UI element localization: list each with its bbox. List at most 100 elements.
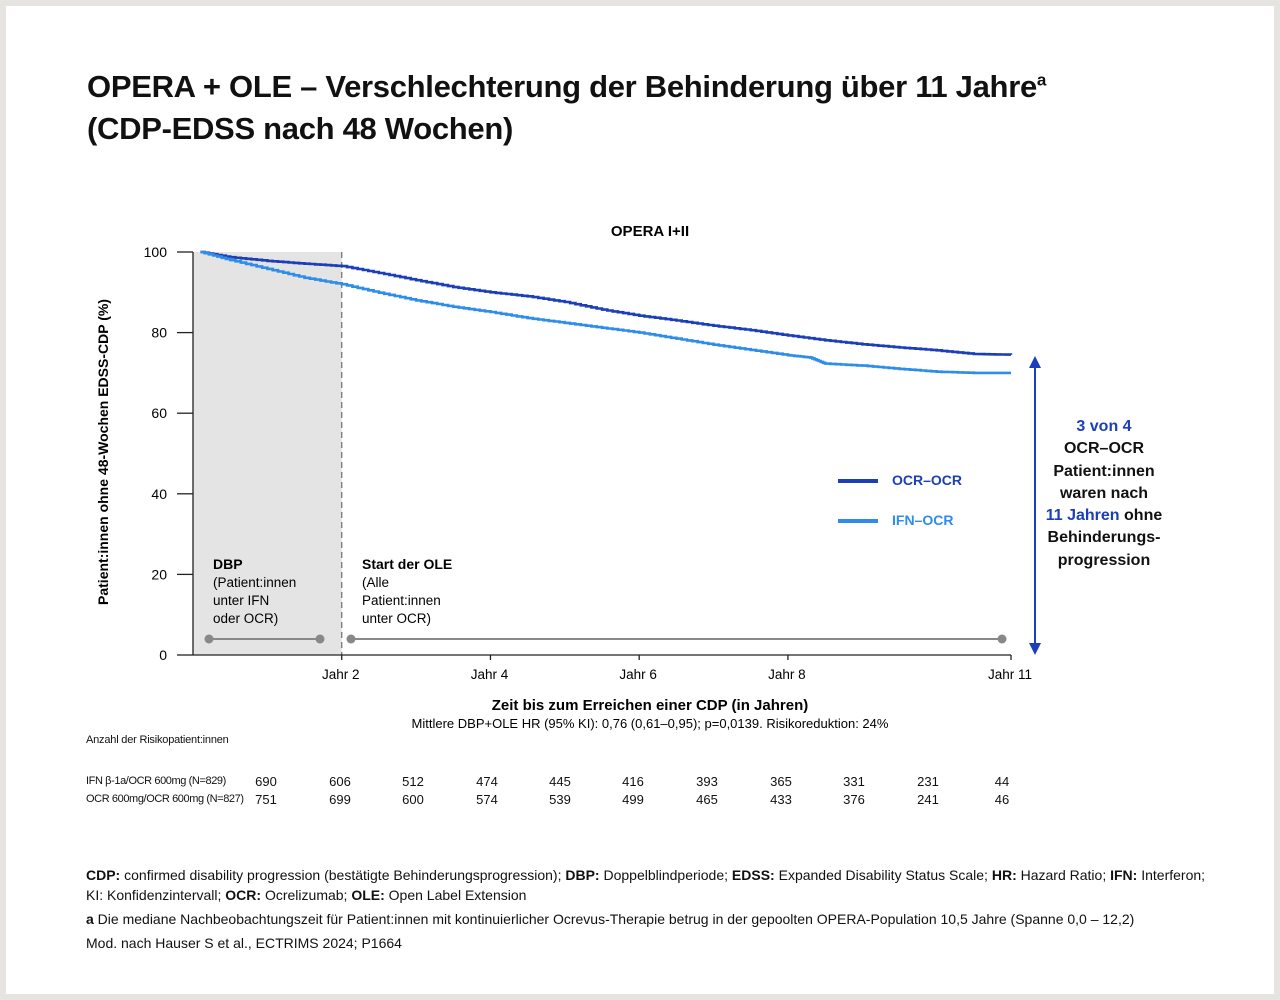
abbr-text: Open Label Extension [384,887,527,903]
ole-annotation-line: Patient:innen [362,593,441,608]
callout-line: Patient:innen [1053,462,1155,480]
series-line-ocr-ocr [200,250,1013,356]
axes: 0 20 40 60 80 100 Jahr 2 Jahr 4 Jahr 6 Jahr 8 Jahr… [144,244,1032,682]
y-tick-label: 0 [159,647,167,663]
dbp-annotation-title: DBP [213,556,243,572]
footnote-mark: a [86,911,94,927]
ole-timeline-start-dot [346,634,356,644]
callout-text: 3 von 4 OCR–OCR Patient:innen waren nach… [1040,416,1168,572]
ole-timeline-end-dot [997,634,1007,644]
risk-table-cell: 539 [549,792,571,807]
ole-annotation-title: Start der OLE [362,556,452,572]
x-tick-label: Jahr 8 [768,667,806,682]
callout-highlight: 11 Jahren [1045,507,1120,525]
ole-annotation-line: (Alle [362,575,389,590]
footer-source: Mod. nach Hauser S et al., ECTRIMS 2024;… [86,935,402,951]
risk-table-cell: 376 [843,792,865,807]
dbp-timeline-end-dot [315,634,325,644]
risk-table-cell: 512 [402,774,424,789]
risk-table-cell: 574 [476,792,498,807]
x-tick-label: Jahr 2 [322,667,360,682]
abbr-term: HR: [991,867,1017,883]
risk-table-cell: 465 [696,792,718,807]
legend-label-ocr-ocr: OCR–OCR [892,472,962,488]
footnote-text: Die mediane Nachbeobachtungszeit für Pat… [93,911,1135,927]
abbr-text: Expanded Disability Status Scale; [774,867,992,883]
risk-table-cell: 751 [255,792,277,807]
dbp-shaded-region [193,252,342,655]
risk-table-cell: 699 [329,792,351,807]
callout-text-fragment: ohne [1119,507,1163,525]
risk-table-cell: 241 [917,792,939,807]
difference-arrow [1029,356,1041,655]
risk-table-cell: 445 [549,774,571,789]
title-footnote-mark: a [1036,70,1047,90]
dbp-annotation-line: (Patient:innen [213,575,296,590]
ole-annotation-line: unter OCR) [362,611,431,626]
risk-table-cell: 46 [994,792,1010,807]
callout-line: waren nach [1059,484,1149,502]
page-title: OPERA + OLE – Verschlechterung der Behin… [87,66,1207,150]
abbr-text: Doppelblindperiode; [599,867,732,883]
risk-table-cell: 416 [622,774,644,789]
title-line1: OPERA + OLE – Verschlechterung der Behin… [87,69,1037,104]
callout-line: progression [1057,551,1151,569]
abbr-term: DBP: [565,867,600,883]
series-line-ifn-ocr [200,250,1011,375]
risk-table-title: Anzahl der Risikopatient:innen [86,734,229,746]
title-line2: (CDP-EDSS nach 48 Wochen) [87,111,514,146]
risk-table-cell: 499 [622,792,644,807]
y-tick-label: 40 [151,486,167,502]
risk-table-cell: 365 [770,774,792,789]
callout-line: 11 Jahren ohne [1040,505,1168,527]
risk-table-cell: 433 [770,792,792,807]
abbr-term: IFN: [1110,867,1138,883]
abbr-text: Hazard Ratio; [1016,867,1111,883]
callout-line: Behinderungs- [1047,529,1161,547]
risk-table-cell: 474 [476,774,498,789]
abbr-text: Ocrelizumab; [261,887,352,903]
y-tick-label: 80 [151,325,167,341]
callout-line: 3 von 4 [1076,418,1132,435]
ole-annotation: Start der OLE (Alle Patient:innen unter … [362,556,452,626]
abbr-term: CDP: [86,867,121,883]
hazard-ratio-note: Mittlere DBP+OLE HR (95% KI): 0,76 (0,61… [412,716,889,731]
callout-line: OCR–OCR [1063,440,1144,458]
risk-table-cell: 600 [402,792,424,807]
risk-table-cell: 331 [843,774,865,789]
risk-row-label-ocr: OCR 600mg/OCR 600mg (N=827) [86,793,244,805]
risk-table-cell: 690 [255,774,277,789]
risk-table-cell: 393 [696,774,718,789]
y-tick-label: 60 [151,405,167,421]
dbp-annotation-line: unter IFN [213,593,269,608]
risk-table-cell: 44 [994,774,1010,789]
footer-abbreviations: CDP: confirmed disability progression (b… [86,865,1216,905]
difference-arrow-head-bottom [1029,643,1041,655]
footer-note: a Die mediane Nachbeobachtungszeit für P… [86,909,1216,929]
x-tick-label: Jahr 6 [619,667,657,682]
abbr-text: Interferon; KI: Konfidenzintervall; [86,867,1206,903]
x-tick-label: Jahr 11 [988,667,1032,682]
abbr-term: EDSS: [731,867,775,883]
dbp-annotation: DBP (Patient:innen unter IFN oder OCR) [213,556,296,626]
x-tick-label: Jahr 4 [471,667,509,682]
chart-title: OPERA I+II [611,223,689,240]
difference-arrow-head-top [1029,356,1041,368]
risk-table-cell: 606 [329,774,351,789]
dbp-timeline-start-dot [204,634,214,644]
risk-row-label-ifn: IFN β-1a/OCR 600mg (N=829) [86,775,226,787]
y-tick-label: 20 [151,566,167,582]
legend-label-ifn-ocr: IFN–OCR [892,512,953,528]
x-axis-label: Zeit bis zum Erreichen einer CDP (in Jah… [492,697,808,714]
y-tick-label: 100 [144,244,168,260]
abbr-term: OCR: [225,887,262,903]
dbp-annotation-line: oder OCR) [213,611,278,626]
risk-table-cell: 231 [917,774,939,789]
legend: OCR–OCR IFN–OCR [838,472,962,528]
y-axis-label: Patient:innen ohne 48-Wochen EDSS-CDP (%… [95,299,111,605]
period-timelines [204,634,1007,644]
series-lines [200,250,1013,375]
abbr-text: confirmed disability progression (bestät… [120,867,566,883]
abbr-term: OLE: [351,887,385,903]
